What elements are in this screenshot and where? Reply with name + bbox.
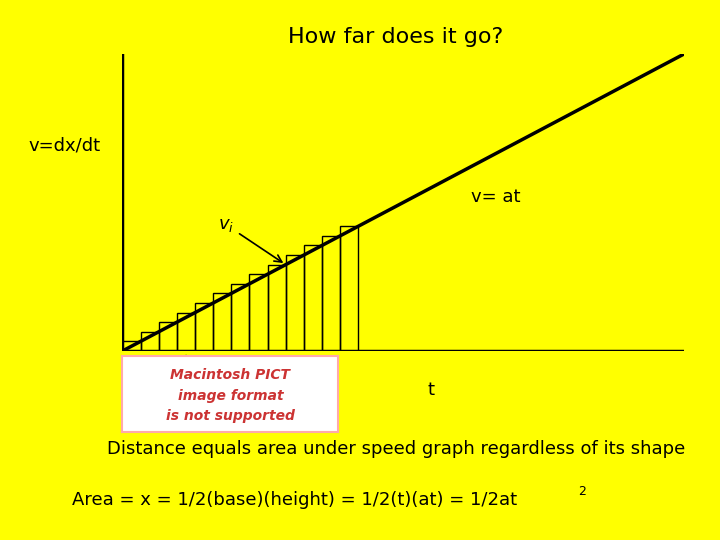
Bar (322, 236, 340, 351)
Bar (177, 313, 195, 351)
Text: Area = x = 1/2(base)(height) = 1/2(t)(at) = 1/2at: Area = x = 1/2(base)(height) = 1/2(t)(at… (72, 491, 517, 509)
Text: Distance equals area under speed graph regardless of its shape: Distance equals area under speed graph r… (107, 440, 685, 458)
Bar (286, 255, 304, 351)
Text: v= at: v= at (471, 187, 520, 206)
Bar (231, 284, 249, 351)
Bar (340, 226, 359, 351)
Text: How far does it go?: How far does it go? (289, 27, 503, 47)
Text: $\Delta t_i$: $\Delta t_i$ (175, 356, 199, 395)
Text: v=dx/dt: v=dx/dt (29, 137, 101, 155)
Bar (304, 246, 322, 351)
Text: image format: image format (178, 389, 283, 403)
Text: is not supported: is not supported (166, 409, 294, 423)
Bar (249, 274, 268, 351)
Text: $v_i$: $v_i$ (218, 216, 282, 262)
Bar (122, 341, 140, 351)
Text: 2: 2 (578, 485, 586, 498)
Text: t: t (428, 381, 435, 399)
Bar (195, 303, 213, 351)
Bar (213, 293, 231, 351)
Bar (268, 265, 286, 351)
Text: Macintosh PICT: Macintosh PICT (171, 368, 290, 382)
Bar (140, 332, 158, 351)
Bar (158, 322, 177, 351)
